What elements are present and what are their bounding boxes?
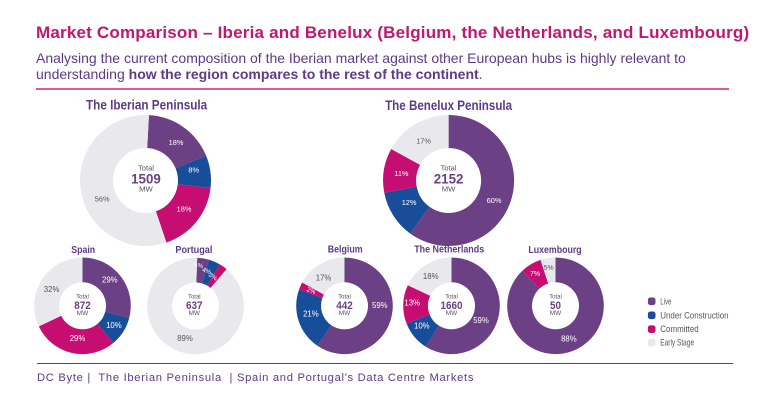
svg-text:13%: 13%: [404, 299, 420, 308]
svg-text:Total: Total: [441, 166, 457, 173]
svg-text:1509: 1509: [131, 172, 161, 187]
svg-text:60%: 60%: [487, 196, 502, 205]
svg-text:18%: 18%: [177, 205, 192, 214]
svg-text:Total: Total: [188, 293, 201, 300]
svg-text:18%: 18%: [169, 138, 184, 147]
svg-text:88%: 88%: [561, 334, 577, 343]
svg-text:2%: 2%: [305, 286, 316, 296]
svg-text:56%: 56%: [95, 195, 110, 204]
svg-text:5%: 5%: [544, 265, 554, 272]
svg-text:MW: MW: [339, 310, 351, 317]
svg-text:637: 637: [186, 300, 203, 312]
svg-text:4%: 4%: [193, 262, 204, 271]
svg-text:Committed: Committed: [660, 324, 698, 335]
svg-text:Total: Total: [445, 293, 458, 300]
svg-text:21%: 21%: [303, 310, 319, 319]
svg-text:2152: 2152: [434, 172, 464, 187]
svg-text:MW: MW: [189, 310, 201, 317]
svg-text:29%: 29%: [70, 334, 86, 343]
svg-text:Spain: Spain: [71, 244, 95, 256]
svg-text:MW: MW: [139, 184, 154, 193]
svg-text:Total: Total: [76, 293, 89, 300]
svg-text:89%: 89%: [177, 334, 193, 343]
svg-text:18%: 18%: [423, 272, 439, 281]
svg-text:10%: 10%: [414, 322, 430, 331]
svg-text:12%: 12%: [402, 198, 417, 207]
svg-text:Early Stage: Early Stage: [660, 338, 694, 349]
svg-text:10%: 10%: [106, 321, 122, 330]
svg-text:3%: 3%: [207, 272, 219, 283]
svg-text:MW: MW: [550, 310, 562, 317]
svg-text:Under Construction: Under Construction: [660, 310, 728, 321]
svg-text:Total: Total: [338, 293, 351, 300]
svg-text:The Netherlands: The Netherlands: [414, 243, 484, 255]
svg-text:7%: 7%: [530, 271, 540, 278]
svg-text:32%: 32%: [44, 285, 60, 294]
svg-text:17%: 17%: [316, 273, 332, 282]
svg-text:59%: 59%: [473, 316, 489, 325]
svg-text:Portugal: Portugal: [175, 244, 212, 256]
svg-text:11%: 11%: [394, 169, 409, 178]
svg-text:50: 50: [550, 300, 561, 312]
svg-text:Total: Total: [549, 293, 562, 300]
svg-text:Total: Total: [138, 166, 154, 173]
svg-text:8%: 8%: [188, 165, 199, 174]
svg-text:Belgium: Belgium: [328, 243, 363, 255]
svg-text:4%: 4%: [201, 267, 212, 277]
svg-text:MW: MW: [77, 310, 89, 317]
svg-text:MW: MW: [446, 310, 458, 317]
svg-text:Live: Live: [660, 296, 671, 307]
svg-text:The Iberian Peninsula: The Iberian Peninsula: [86, 97, 207, 113]
svg-text:17%: 17%: [416, 136, 431, 145]
svg-text:872: 872: [74, 300, 91, 312]
svg-text:The Benelux Peninsula: The Benelux Peninsula: [385, 97, 512, 113]
svg-text:442: 442: [336, 300, 353, 312]
svg-text:MW: MW: [442, 184, 457, 193]
svg-text:Luxembourg: Luxembourg: [528, 244, 581, 256]
svg-text:29%: 29%: [102, 276, 118, 285]
svg-text:59%: 59%: [372, 301, 388, 310]
svg-text:1660: 1660: [441, 300, 463, 312]
